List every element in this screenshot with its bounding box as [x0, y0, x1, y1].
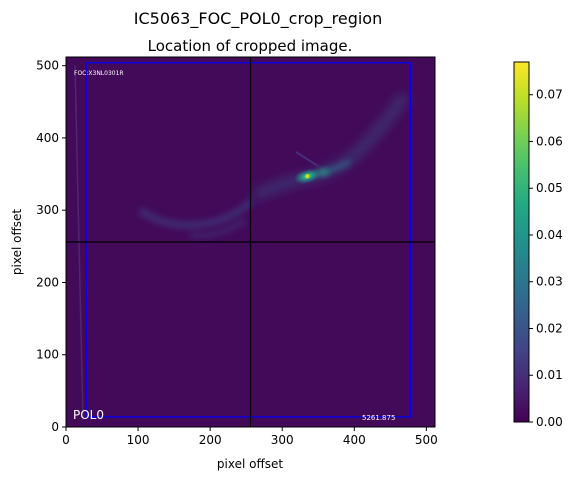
secondary-knot [317, 168, 330, 176]
colorbar-tick-label: 0.03 [536, 275, 563, 289]
y-tick-label: 0 [51, 420, 59, 434]
colorbar-tick-label: 0.06 [536, 134, 563, 148]
x-axis-ticks: 0 100 200 300 400 500 [62, 427, 438, 447]
y-axis-ticks: 0 100 200 300 400 500 [36, 59, 66, 434]
x-axis-label: pixel offset [217, 457, 283, 471]
crop-region-box [85, 62, 412, 418]
y-axis-label: pixel offset [10, 209, 24, 275]
colorbar-tick-label: 0.02 [536, 321, 563, 335]
colorbar-gradient [513, 61, 530, 423]
y-tick-label: 500 [36, 59, 59, 73]
colorbar-tick-label: 0.05 [536, 181, 563, 195]
y-tick-label: 300 [36, 203, 59, 217]
colorbar: 0.00 0.01 0.02 0.03 0.04 0.05 0.06 0.07 [513, 61, 563, 429]
image-plot: FOC:X3NL0301R POL0 5261.875 [65, 56, 436, 428]
x-tick-label: 0 [62, 433, 70, 447]
y-tick-label: 200 [36, 275, 59, 289]
x-tick-label: 400 [343, 433, 366, 447]
colorbar-tick-label: 0.07 [536, 88, 563, 102]
x-tick-label: 300 [271, 433, 294, 447]
galaxy-emission [137, 91, 410, 239]
x-tick-label: 100 [127, 433, 150, 447]
x-tick-label: 200 [199, 433, 222, 447]
filter-label: POL0 [73, 408, 104, 422]
bright-nucleus-peak [305, 174, 310, 179]
plot-frame [65, 56, 436, 428]
colorbar-tick-label: 0.04 [536, 228, 563, 242]
y-tick-label: 400 [36, 131, 59, 145]
x-tick-label: 500 [415, 433, 438, 447]
figure-suptitle: IC5063_FOC_POL0_crop_region [134, 9, 382, 29]
y-tick-label: 100 [36, 348, 59, 362]
colorbar-tick-label: 0.00 [536, 415, 563, 429]
colorbar-tick-label: 0.01 [536, 368, 563, 382]
colorbar-ticks: 0.00 0.01 0.02 0.03 0.04 0.05 0.06 0.07 [529, 88, 563, 429]
image-id-label: FOC:X3NL0301R [74, 70, 124, 77]
chart-title: Location of cropped image. [148, 37, 353, 55]
exposure-label: 5261.875 [362, 414, 395, 422]
